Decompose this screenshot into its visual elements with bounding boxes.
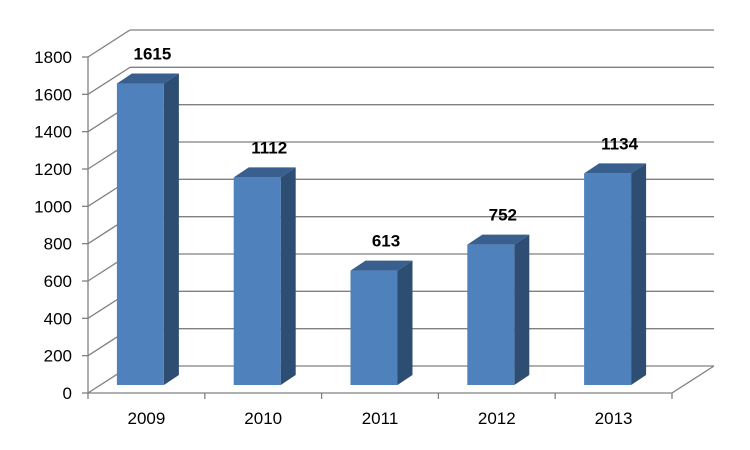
bar-side (397, 260, 413, 385)
y-tick-label: 400 (44, 309, 72, 328)
gridline-diagonal (87, 29, 131, 58)
bar-front (233, 177, 281, 385)
x-tick-label: 2011 (362, 409, 399, 428)
bar-top (350, 260, 413, 271)
data-label: 1134 (601, 134, 638, 153)
bar-2010 (233, 167, 296, 385)
y-tick-label: 1000 (34, 197, 72, 216)
y-tick-label: 0 (63, 384, 72, 403)
bar-side (280, 167, 296, 385)
y-tick-label: 200 (44, 347, 72, 366)
data-label: 613 (372, 232, 400, 251)
bar-front (116, 83, 164, 386)
bar-2009 (116, 73, 179, 386)
bar-side (631, 163, 647, 385)
bar-top (467, 234, 530, 245)
data-labels: 1615 1112 613 752 1134 (133, 45, 638, 251)
x-tick-label: 2010 (244, 409, 282, 428)
bar-front (584, 173, 632, 385)
y-tick-label: 800 (44, 235, 72, 254)
y-tick-label: 1400 (34, 123, 72, 142)
y-tick-label: 1600 (34, 85, 72, 104)
bar-2013 (584, 163, 647, 385)
bar-front (467, 244, 515, 385)
data-label: 1112 (251, 138, 287, 157)
x-axis-tick-labels: 2009 2010 2011 2012 2013 (127, 409, 632, 428)
x-tick-label: 2013 (595, 409, 633, 428)
y-tick-label: 600 (44, 272, 72, 291)
bar-top (233, 167, 296, 178)
floor-right-edge (671, 365, 715, 394)
bar-top (116, 73, 179, 84)
data-label: 752 (489, 206, 517, 225)
bar-side (163, 73, 179, 386)
y-tick-label: 1200 (34, 160, 72, 179)
x-tick-label: 2012 (478, 409, 516, 428)
bar-side (514, 234, 530, 385)
bar-2012 (467, 234, 530, 385)
bar-top (584, 163, 647, 174)
bars (116, 73, 647, 386)
bar-front (350, 270, 398, 385)
bar-2011 (350, 260, 413, 385)
x-tick-label: 2009 (127, 409, 165, 428)
y-tick-label: 1800 (34, 48, 72, 67)
data-label: 1615 (133, 45, 171, 64)
y-axis-tick-labels: 0 200 400 600 800 1000 1200 1400 1600 1800 (34, 48, 72, 403)
gridline-diagonal (87, 66, 131, 95)
